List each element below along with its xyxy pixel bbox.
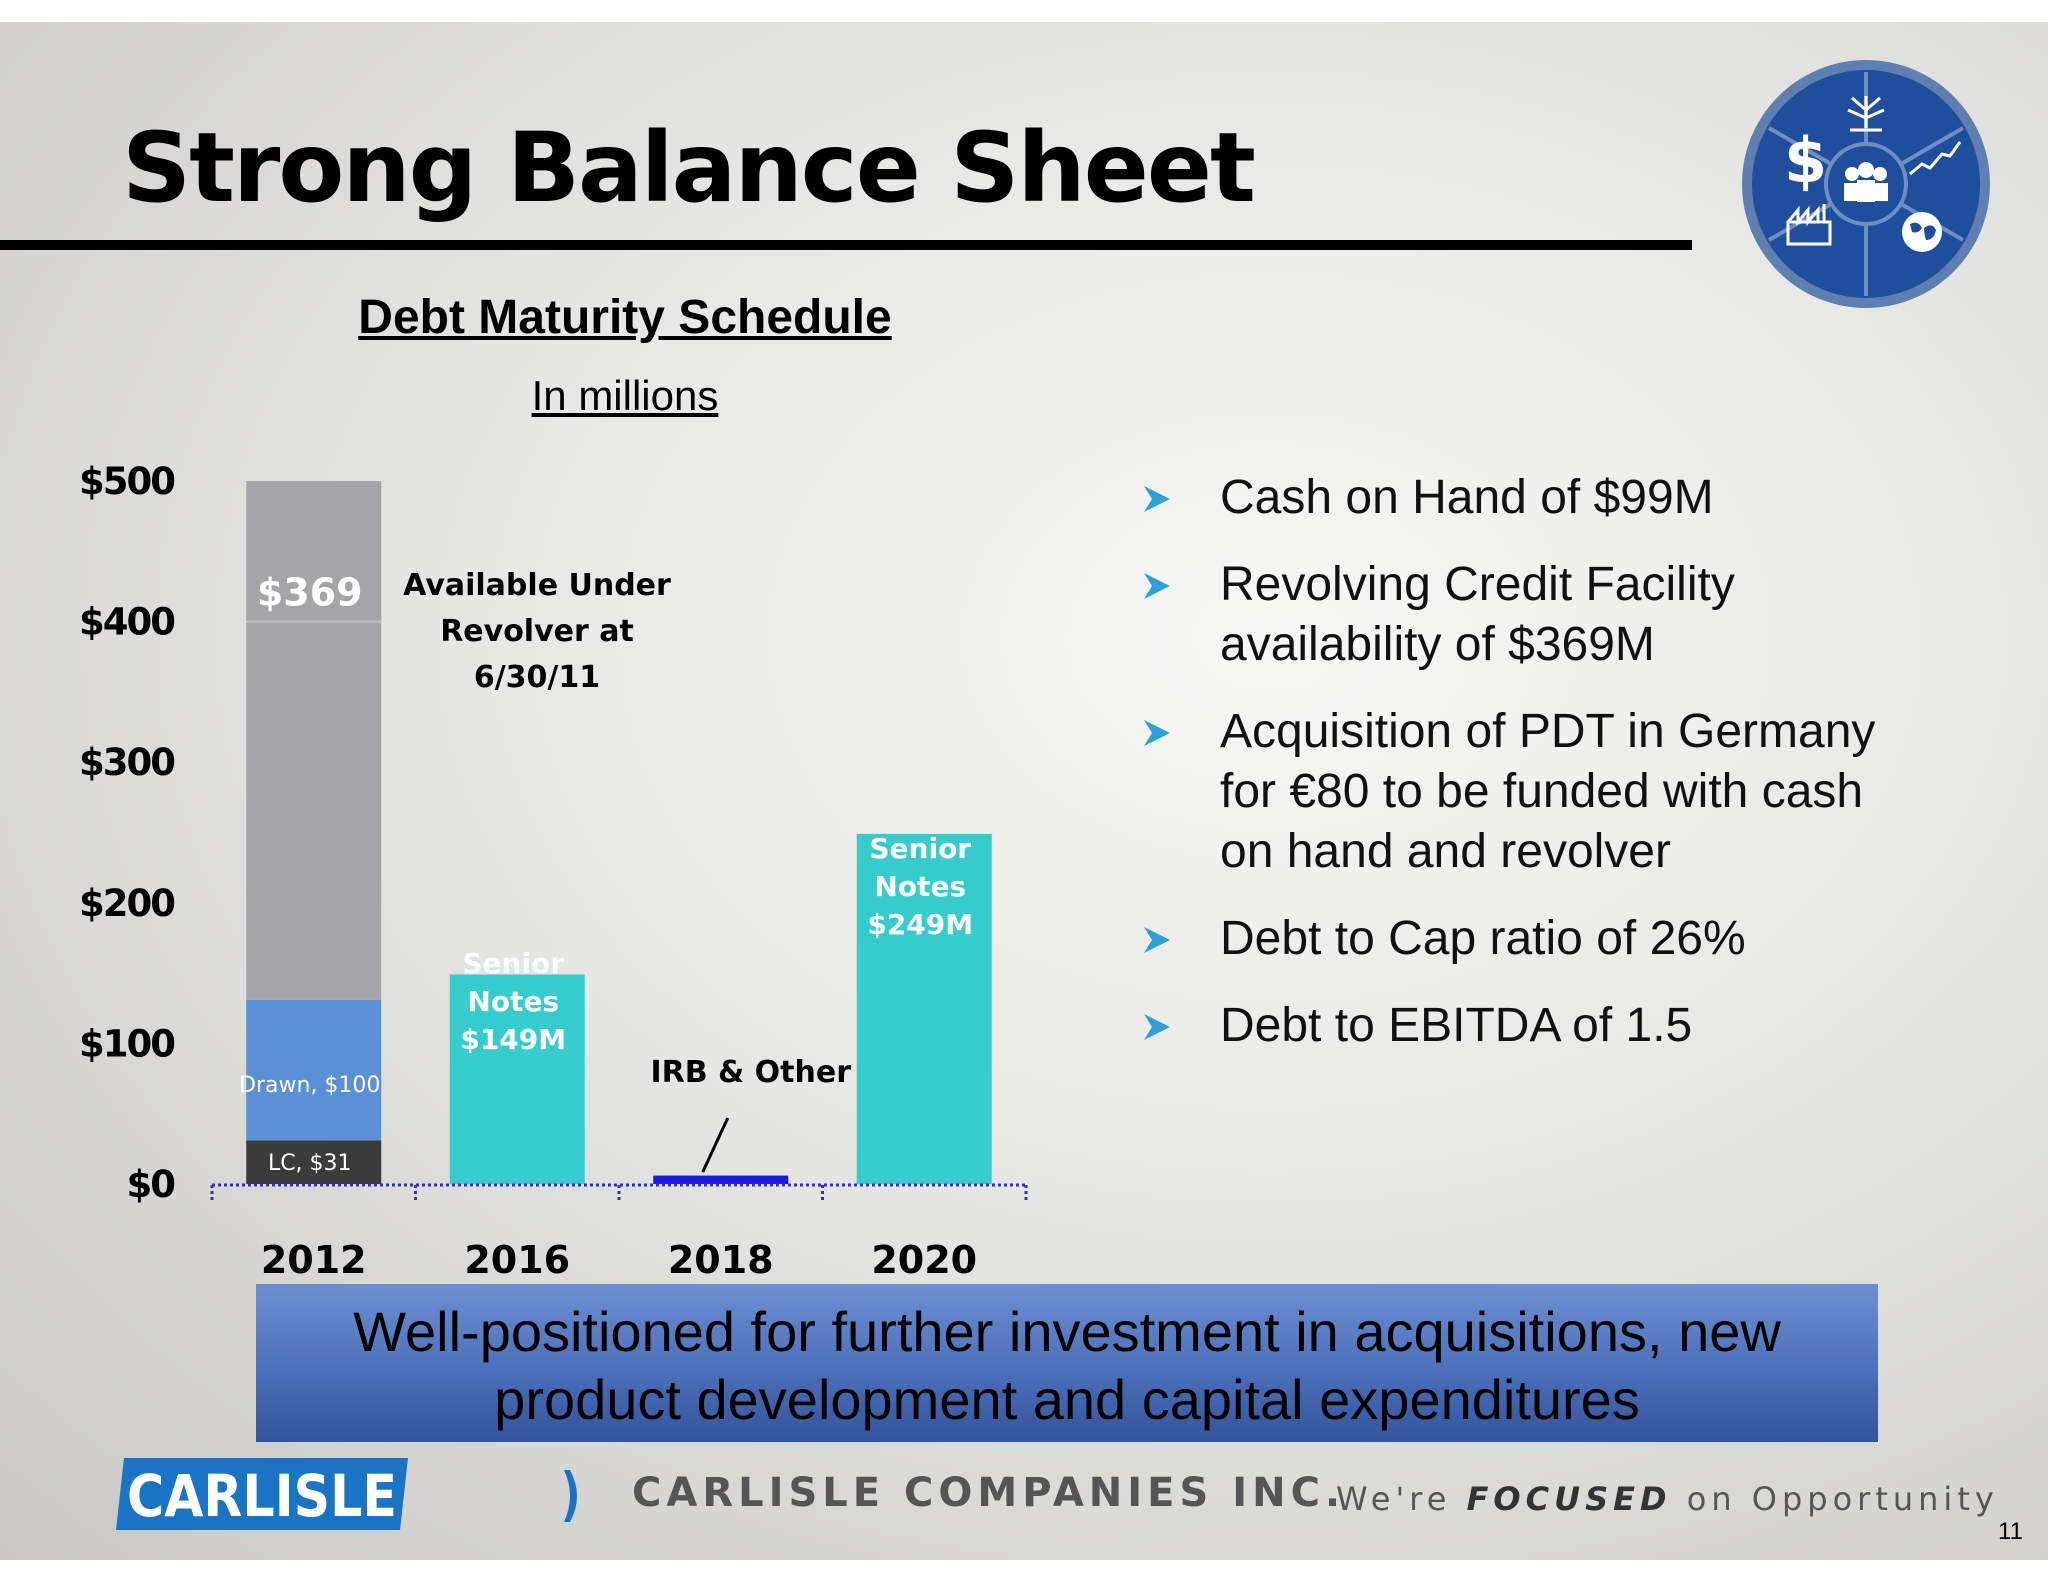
bar-segment [246, 1140, 382, 1184]
annotation-leader-line [701, 1117, 730, 1173]
bullet-item: Acquisition of PDT in Germany for €80 to … [1140, 702, 2020, 882]
bar-segment [449, 974, 585, 1184]
annotation-text: 6/30/11 [474, 660, 600, 695]
bullet-item: Cash on Hand of $99M [1140, 468, 2020, 528]
bars: LC, $31 Drawn, $100 $369 Senior Notes $149M Se… [239, 481, 992, 1184]
tagline-after: on Opportunity [1686, 1480, 1999, 1518]
debt-maturity-chart: $0 $100 $200 $300 $400 $500 LC, $31 Drawn, $10… [79, 460, 1028, 1282]
y-tick-label: $100 [79, 1022, 174, 1065]
factory-icon [1786, 204, 1832, 246]
bullet-line: Debt to EBITDA of 1.5 [1220, 999, 1693, 1052]
logo-text: CARLISLE [127, 1462, 397, 1530]
chart-subtitle: In millions [531, 372, 719, 419]
banner-line: product development and capital expendit… [494, 1368, 1640, 1431]
bullet-arrow-icon [1144, 1014, 1170, 1040]
x-tick-label: 2018 [668, 1238, 774, 1282]
bullet-line: on hand and revolver [1220, 825, 1671, 878]
bar-segment [856, 833, 992, 1184]
annotation-text: IRB & Other [650, 1055, 851, 1090]
bullet-arrow-icon [1144, 927, 1170, 953]
bar-label: $149M [460, 1023, 566, 1056]
bullet-arrow-icon [1144, 720, 1170, 746]
x-axis-baseline [210, 1183, 1028, 1200]
bar-label: Notes [874, 870, 966, 903]
growth-chart-icon [1909, 141, 1962, 176]
banner-text: Well-positioned for further investment i… [256, 1298, 1878, 1434]
tagline: We're FOCUSED on Opportunity [1336, 1480, 1999, 1518]
bar-label: Notes [467, 985, 559, 1018]
bullet-line: availability of $369M [1220, 618, 1655, 671]
company-name: CARLISLE COMPANIES INC. [632, 1470, 1346, 1516]
x-tick-label: 2020 [871, 1238, 977, 1282]
logo-badge [116, 1458, 408, 1530]
dollar-icon: $ [1784, 124, 1827, 197]
bar-segment [246, 999, 382, 1141]
y-axis: $0 $100 $200 $300 $400 $500 [79, 460, 176, 1206]
bullet-arrow-icon [1144, 573, 1170, 599]
bar-label: Senior [869, 832, 971, 865]
tagline-before: We're [1336, 1480, 1452, 1518]
title-rule [0, 240, 1692, 250]
bullet-list: Cash on Hand of $99M Revolving Credit Fac… [1140, 468, 2020, 1083]
x-tick-label: 2012 [261, 1238, 367, 1282]
x-tick-label: 2016 [464, 1238, 570, 1282]
y-tick-label: $500 [79, 460, 174, 503]
chart-annotations: Available Under Revolver at 6/30/11 IRB & O… [403, 568, 851, 1173]
y-tick-label: $400 [79, 601, 174, 644]
chart-title: Debt Maturity Schedule [358, 291, 892, 344]
annotation-text: Revolver at [440, 614, 634, 649]
bullet-line: Cash on Hand of $99M [1220, 471, 1714, 524]
bar-label: $249M [867, 908, 973, 941]
bar-label: Senior [462, 947, 564, 980]
globe-icon [1902, 212, 1942, 252]
bullet-line: Acquisition of PDT in Germany [1220, 705, 1876, 758]
bullet-arrow-icon [1144, 486, 1170, 512]
bullet-item: Debt to EBITDA of 1.5 [1140, 996, 2020, 1056]
tagline-emphasis: FOCUSED [1466, 1480, 1672, 1518]
bullet-item: Revolving Credit Facility availability of… [1140, 555, 2020, 675]
chevron-right-icon [564, 1470, 577, 1522]
people-icon [1844, 162, 1888, 202]
bullet-line: Debt to Cap ratio of 26% [1220, 912, 1746, 965]
annotation-text: Available Under [403, 568, 671, 603]
page-number: 11 [1998, 1518, 2023, 1545]
slide: Strong Balance Sheet $ [0, 22, 2048, 1560]
y-tick-label: $200 [79, 882, 174, 925]
bullet-line: for €80 to be funded with cash [1220, 765, 1864, 818]
banner-line: Well-positioned for further investment i… [353, 1300, 1781, 1363]
carlisle-logo: CARLISLE [116, 1458, 408, 1530]
y-tick-label: $0 [127, 1163, 175, 1206]
summary-banner: Well-positioned for further investment i… [256, 1284, 1878, 1442]
bar-label: Drawn, $100 [239, 1073, 380, 1098]
bullet-item: Debt to Cap ratio of 26% [1140, 909, 2020, 969]
bar-label: $369 [257, 571, 363, 615]
bar-segment [246, 481, 382, 1000]
tree-icon [1847, 96, 1885, 132]
slide-title: Strong Balance Sheet [122, 112, 1256, 224]
x-axis: 2012 2016 2018 2020 [261, 1238, 977, 1282]
company-emblem: $ [1742, 60, 1990, 308]
bar-segment [653, 1175, 789, 1184]
bar-label: LC, $31 [268, 1151, 352, 1176]
bullet-line: Revolving Credit Facility [1220, 558, 1735, 611]
y-tick-label: $300 [79, 741, 174, 784]
